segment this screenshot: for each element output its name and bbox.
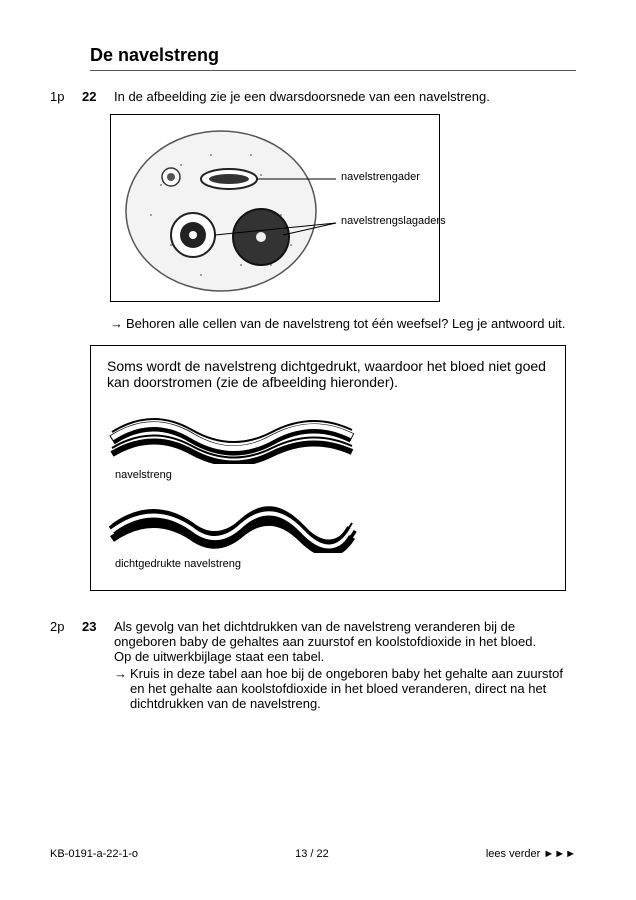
footer-left: KB-0191-a-22-1-o: [50, 848, 138, 860]
wave-normal: navelstreng: [107, 402, 357, 481]
q23-text-block: Als gevolg van het dichtdrukken van de n…: [114, 619, 576, 711]
figure-1-wrap: navelstrengader navelstrengslagaders: [110, 114, 576, 302]
question-22-row: 1p 22 In de afbeelding zie je een dwarsd…: [50, 89, 576, 104]
q22-text: In de afbeelding zie je een dwarsdoorsne…: [114, 89, 576, 104]
wave-compressed-svg: [107, 491, 357, 553]
q22-number: 22: [82, 89, 104, 104]
question-23-row: 2p 23 Als gevolg van het dichtdrukken va…: [50, 619, 576, 711]
figure-1: navelstrengader navelstrengslagaders: [110, 114, 440, 302]
arrow-icon: →: [114, 666, 130, 711]
wave-normal-label: navelstreng: [115, 469, 357, 481]
info-box: Soms wordt de navelstreng dichtgedrukt, …: [90, 345, 566, 591]
q23-sub-text: Kruis in deze tabel aan hoe bij de ongeb…: [130, 666, 576, 711]
page-footer: KB-0191-a-22-1-o 13 / 22 lees verder ►►►: [50, 848, 576, 860]
q23-text2: Op de uitwerkbijlage staat een tabel.: [114, 649, 324, 664]
wave-normal-svg: [107, 402, 357, 464]
title-rule: [90, 70, 576, 71]
q22-marks: 1p: [50, 89, 72, 104]
annotation-vein: navelstrengader: [341, 171, 420, 183]
footer-center: 13 / 22: [295, 848, 329, 860]
q23-number: 23: [82, 619, 104, 711]
q22-subquestion: → Behoren alle cellen van de navelstreng…: [110, 316, 576, 331]
page-title-row: De navelstreng: [90, 45, 576, 66]
footer-right: lees verder ►►►: [486, 848, 576, 860]
arrow-icon: →: [110, 316, 126, 331]
umbilical-cross-section: [111, 115, 441, 303]
info-text: Soms wordt de navelstreng dichtgedrukt, …: [107, 358, 549, 390]
q22-sub-text: Behoren alle cellen van de navelstreng t…: [126, 316, 576, 331]
wave-compressed-label: dichtgedrukte navelstreng: [115, 558, 357, 570]
q23-text1: Als gevolg van het dichtdrukken van de n…: [114, 619, 536, 649]
page-title: De navelstreng: [90, 45, 219, 65]
wave-compressed: dichtgedrukte navelstreng: [107, 491, 357, 570]
q23-marks: 2p: [50, 619, 72, 711]
annotation-arteries: navelstrengslagaders: [341, 215, 446, 227]
